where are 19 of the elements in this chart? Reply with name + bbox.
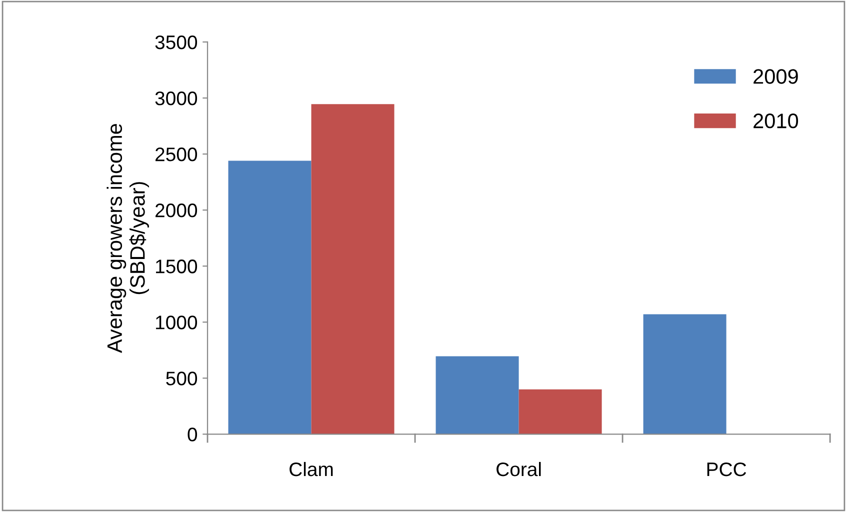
y-tick-label: 2000	[156, 204, 198, 218]
y-tick-label: 3000	[155, 91, 198, 106]
bar	[436, 356, 519, 434]
legend-label: 2010	[754, 114, 798, 128]
bar	[228, 160, 312, 434]
bar	[518, 389, 602, 434]
y-tick-label: 1500	[156, 260, 198, 274]
x-tick-label: Clam	[290, 462, 333, 476]
y-tick-label: 1000	[156, 316, 198, 330]
bar	[643, 314, 726, 434]
y-tick-label: 500	[166, 372, 198, 386]
bar	[311, 104, 394, 434]
y-tick-label: 2500	[156, 148, 198, 162]
y-axis-title: Average growers income (SBD$/year)	[106, 124, 149, 354]
x-tick-label: Coral	[496, 462, 541, 476]
x-tick-label: PCC	[707, 462, 746, 476]
y-tick-label: 3500	[155, 35, 198, 50]
legend-label: 2009	[754, 69, 798, 84]
y-tick-label: 0	[188, 428, 198, 442]
